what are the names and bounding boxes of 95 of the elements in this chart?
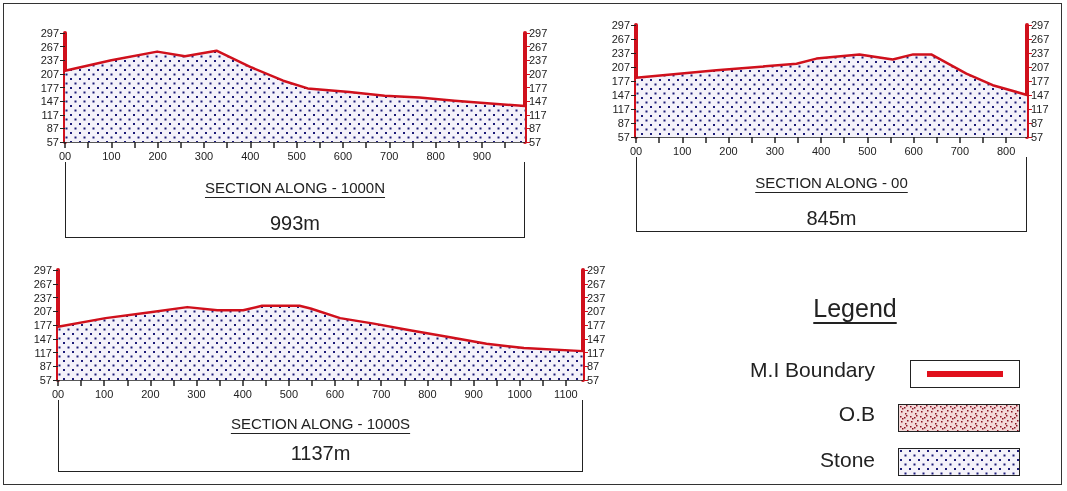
y-tick-label: 147 <box>40 95 59 108</box>
y2-tick-label: 207 <box>587 305 606 318</box>
y2-tick-label: 267 <box>587 277 606 290</box>
y2-tick-label: 147 <box>529 95 548 108</box>
x-axis-title: SECTION ALONG - 1000S <box>230 415 411 432</box>
y-tick-label: 297 <box>611 19 630 31</box>
x-tick-label: 800 <box>426 149 445 162</box>
y-tick-label: 57 <box>617 131 630 143</box>
x-tick-label: 100 <box>673 144 692 157</box>
y2-tick-label: 267 <box>1031 33 1050 45</box>
y2-tick-label: 207 <box>529 67 548 80</box>
y2-tick-label: 297 <box>1031 19 1050 31</box>
y-tick-label: 207 <box>611 61 630 73</box>
y-tick-label: 57 <box>46 136 59 148</box>
y2-tick-label: 297 <box>587 264 606 276</box>
x-tick-label: 00 <box>58 149 72 162</box>
y-tick-label: 147 <box>33 332 52 345</box>
x-tick-label: 800 <box>418 387 437 400</box>
x-tick-label: 600 <box>333 149 353 162</box>
text: Stone <box>820 448 875 472</box>
text: O.B <box>838 402 875 426</box>
x-tick-label: 300 <box>765 144 784 157</box>
x-tick-label: 00 <box>51 387 65 400</box>
y2-tick-label: 237 <box>587 291 606 304</box>
x-tick-label: 900 <box>472 149 492 162</box>
y-tick-label: 87 <box>46 122 59 135</box>
y-tick-label: 177 <box>611 75 630 87</box>
x-tick-label: 200 <box>141 387 160 400</box>
y2-tick-label: 177 <box>1031 75 1050 87</box>
x-tick-label: 500 <box>279 387 299 400</box>
y-tick-label: 237 <box>40 54 59 67</box>
y-tick-label: 177 <box>33 319 52 331</box>
x-tick-label: 200 <box>719 144 738 157</box>
text: 993m <box>269 212 321 234</box>
y-tick-label: 87 <box>617 117 630 129</box>
y2-tick-label: 297 <box>529 27 548 39</box>
y-tick-label: 297 <box>33 264 52 276</box>
y2-tick-label: 87 <box>587 360 600 373</box>
y-tick-label: 207 <box>33 305 52 318</box>
y2-tick-label: 177 <box>587 319 606 331</box>
x-tick-label: 1000 <box>507 387 532 400</box>
x-tick-label: 700 <box>950 144 970 157</box>
text: Legend <box>813 294 897 322</box>
x-tick-label: 100 <box>102 149 121 162</box>
y-tick-label: 117 <box>34 346 52 359</box>
y-tick-label: 267 <box>33 277 52 290</box>
y2-tick-label: 147 <box>587 332 606 345</box>
y2-tick-label: 87 <box>529 122 542 135</box>
x-tick-label: 700 <box>372 387 391 400</box>
y2-tick-label: 57 <box>529 136 542 148</box>
x-tick-label: 500 <box>858 144 877 157</box>
x-tick-label: 800 <box>997 144 1016 157</box>
y-tick-label: 297 <box>40 27 59 39</box>
y2-tick-label: 117 <box>587 346 605 359</box>
x-tick-label: 700 <box>380 149 399 162</box>
x-tick-label: 300 <box>187 387 206 400</box>
y2-tick-label: 177 <box>529 81 548 94</box>
y-tick-label: 237 <box>611 47 630 59</box>
y2-tick-label: 267 <box>529 40 548 53</box>
y-tick-label: 177 <box>40 81 59 94</box>
x-axis-title: SECTION ALONG - 00 <box>755 174 908 191</box>
x-tick-label: 500 <box>287 149 306 162</box>
y-tick-label: 87 <box>39 360 52 373</box>
text: 1137m <box>290 442 351 464</box>
x-tick-label: 600 <box>904 144 923 157</box>
x-tick-label: 900 <box>464 387 483 400</box>
y2-tick-label: 117 <box>1031 103 1049 115</box>
x-tick-label: 300 <box>194 149 214 162</box>
y2-tick-label: 207 <box>1031 61 1050 73</box>
x-tick-label: 200 <box>148 149 167 162</box>
y-tick-label: 57 <box>39 374 52 386</box>
y-tick-label: 147 <box>611 89 630 101</box>
x-axis-title: SECTION ALONG - 1000N <box>204 179 386 196</box>
y-tick-label: 267 <box>611 33 630 45</box>
y2-tick-label: 117 <box>529 108 547 121</box>
y2-tick-label: 57 <box>587 374 600 386</box>
x-tick-label: 400 <box>811 144 831 157</box>
y-tick-label: 267 <box>40 40 59 53</box>
y-tick-label: 237 <box>33 291 52 304</box>
y2-tick-label: 57 <box>1031 131 1044 143</box>
y-tick-label: 207 <box>40 67 59 80</box>
text: M.I Boundary <box>750 358 875 382</box>
x-tick-label: 00 <box>629 144 643 157</box>
y2-tick-label: 87 <box>1031 117 1044 129</box>
x-tick-label: 100 <box>94 387 114 400</box>
y2-tick-label: 237 <box>529 54 548 67</box>
y2-tick-label: 237 <box>1031 47 1050 59</box>
x-tick-label: 400 <box>233 387 252 400</box>
x-tick-label: 600 <box>325 387 345 400</box>
x-tick-label: 1100 <box>554 387 578 400</box>
y-tick-label: 117 <box>612 103 630 115</box>
y2-tick-label: 147 <box>1031 89 1050 101</box>
y-tick-label: 117 <box>41 108 59 121</box>
x-tick-label: 400 <box>241 149 260 162</box>
text: 845m <box>806 207 857 229</box>
